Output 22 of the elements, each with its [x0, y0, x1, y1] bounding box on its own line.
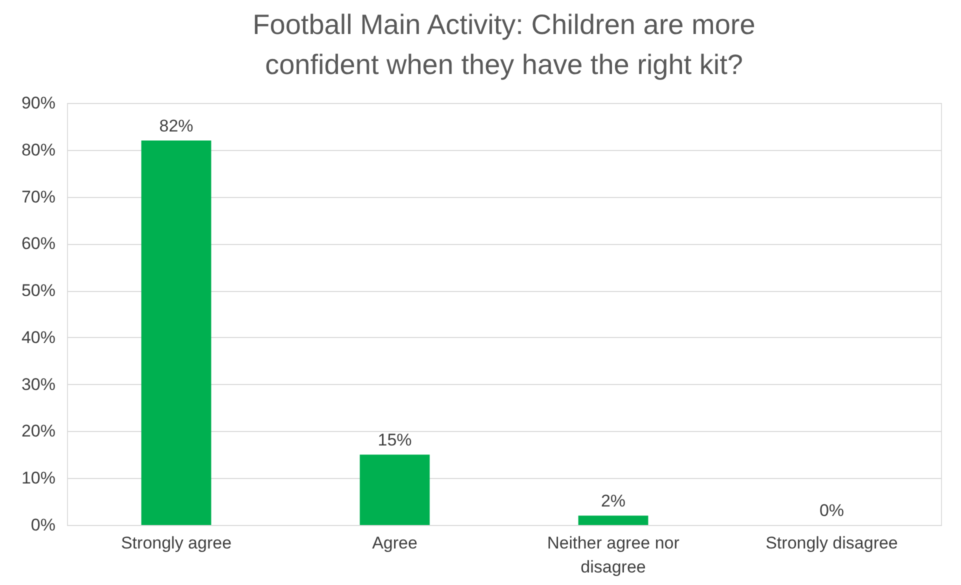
chart-title: Football Main Activity: Children are more confident when they have the right kit?: [252, 9, 756, 80]
y-tick-label: 90%: [21, 94, 56, 112]
bar: [360, 454, 430, 525]
bar: [141, 140, 212, 525]
y-tick-label: 80%: [21, 140, 56, 160]
data-label: 2%: [600, 492, 626, 511]
y-tick-label: 50%: [21, 281, 56, 300]
x-tick-label: Neither agree nor disagree: [547, 534, 680, 576]
y-tick-label: 60%: [21, 234, 56, 254]
x-tick-label: Strongly disagree: [766, 534, 898, 552]
x-tick-label: Agree: [372, 534, 418, 552]
y-tick-label: 30%: [21, 374, 56, 394]
data-label: 0%: [819, 501, 844, 520]
y-tick-label: 0%: [30, 516, 56, 534]
y-tick-label: 70%: [21, 187, 56, 206]
y-tick-label: 20%: [21, 422, 56, 441]
y-tick-label: 40%: [21, 328, 56, 347]
data-label: 82%: [159, 116, 194, 136]
x-tick-label: Strongly agree: [120, 534, 232, 552]
data-label: 15%: [378, 430, 412, 450]
y-tick-label: 10%: [21, 468, 56, 488]
bar: [578, 516, 648, 525]
